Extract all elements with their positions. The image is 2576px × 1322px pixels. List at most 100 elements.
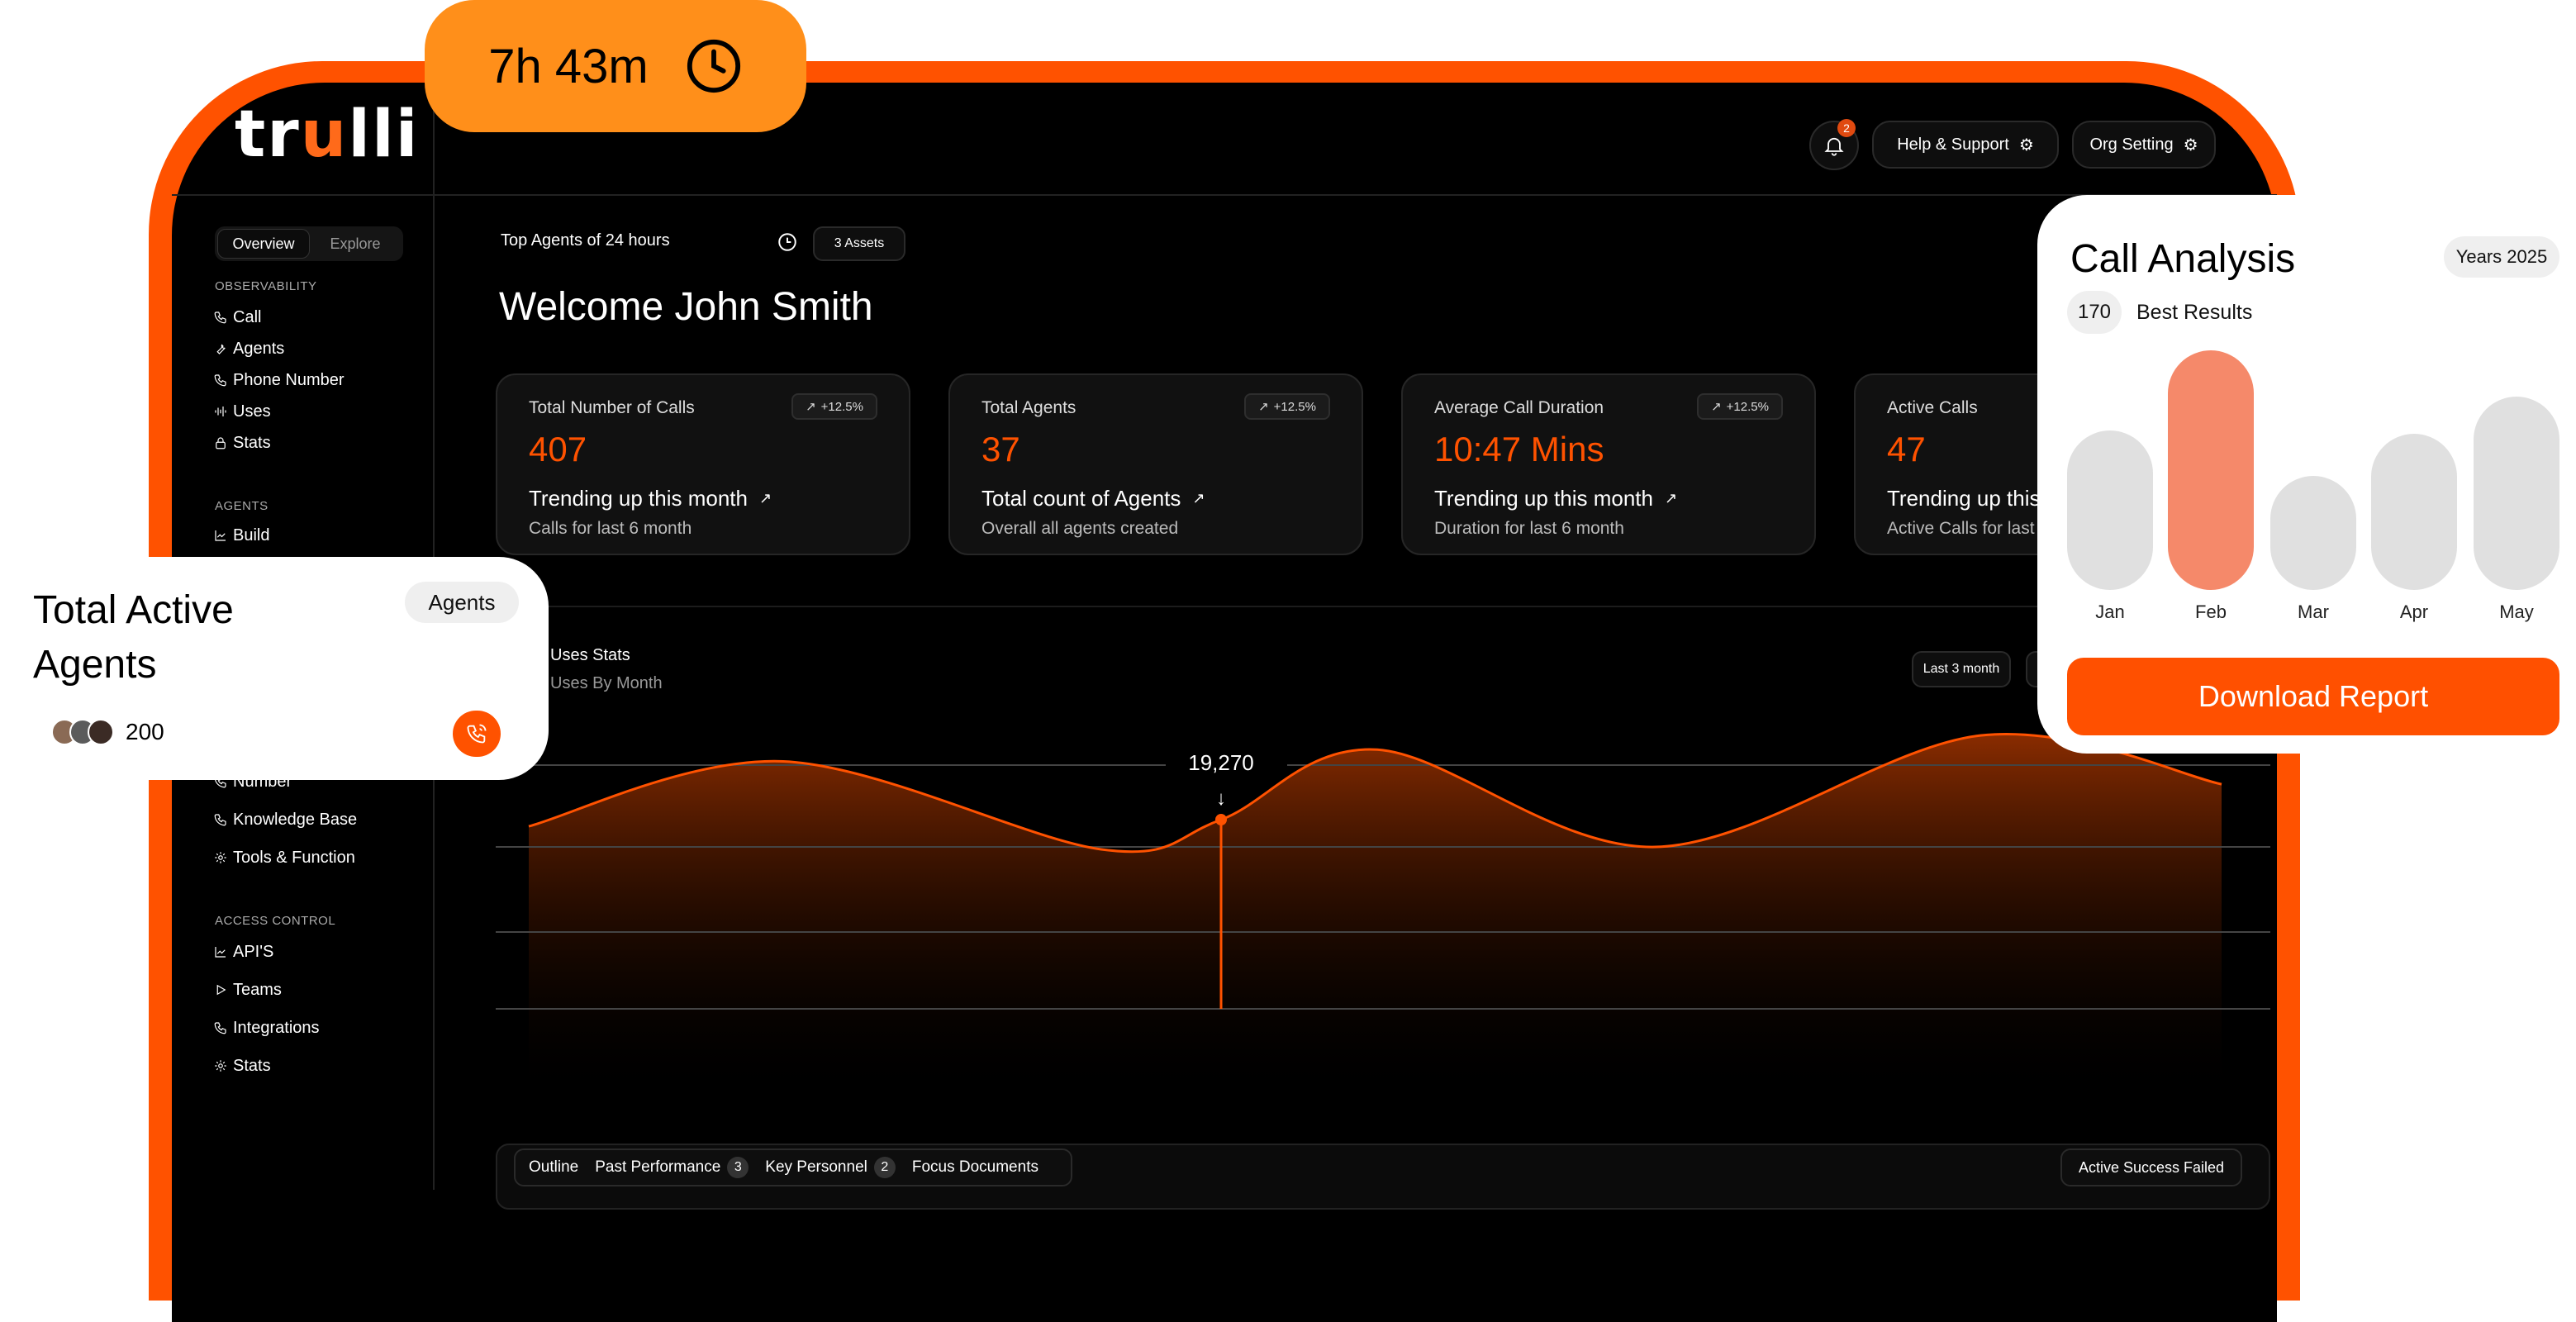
bell-icon <box>1824 137 1844 156</box>
bar-label: Mar <box>2298 602 2329 622</box>
phone-call-icon <box>467 724 487 744</box>
trulli-logo: trulli <box>235 97 420 172</box>
tab-explore[interactable]: Explore <box>330 235 381 252</box>
trend-label: Trending up this month <box>529 486 748 511</box>
sidebar-item-teams[interactable]: Teams <box>213 977 282 1002</box>
sidebar-item-phone-number[interactable]: Phone Number <box>213 368 345 392</box>
timer-value: 7h 43m <box>488 39 649 93</box>
tab-overview[interactable]: Overview <box>217 229 310 259</box>
top-agents-label: Top Agents of 24 hours <box>501 231 670 250</box>
bar-apr[interactable] <box>2371 433 2457 590</box>
phone-icon <box>214 311 226 324</box>
help-support-button[interactable]: Help & Support ⚙ <box>1872 121 2059 169</box>
stat-value: 10:47 Mins <box>1434 430 1604 468</box>
title-line-2: Agents <box>33 643 157 687</box>
bar-mar[interactable] <box>2270 475 2356 590</box>
arrow-up-right-icon: ↗ <box>1258 400 1269 414</box>
card-title: Total Active Agents <box>33 583 234 692</box>
agent-count: 200 <box>126 719 164 744</box>
arrow-up-right-icon: ↗ <box>806 400 816 414</box>
tab-count: 2 <box>873 1157 896 1178</box>
tab-focus-documents[interactable]: Focus Documents <box>912 1158 1038 1177</box>
highlight-label: 19,270 <box>1188 750 1254 775</box>
chart-icon <box>215 530 226 541</box>
change-badge: ↗ +12.5% <box>791 393 877 420</box>
stat-card: Total Agents ↗ +12.5% 37 Total count of A… <box>948 373 1363 555</box>
sidebar-item-label: Build <box>233 525 270 544</box>
sidebar-item-label: Teams <box>233 980 282 999</box>
sidebar-item-tools-function[interactable]: Tools & Function <box>213 845 355 870</box>
nav-section-title: OBSERVABILITY <box>215 279 317 293</box>
range-select[interactable]: Last 3 month <box>1912 651 2011 687</box>
section-divider <box>496 606 2272 607</box>
trend-text: Total count of Agents ↗ <box>981 486 1205 511</box>
trend-label: Total count of Agents <box>981 486 1181 511</box>
phone-icon <box>214 1022 226 1034</box>
clock-icon <box>687 39 740 93</box>
title-line-1: Total Active <box>33 588 234 632</box>
change-badge: ↗ +12.5% <box>1697 393 1783 420</box>
sidebar-item-stats[interactable]: Stats <box>213 1053 271 1078</box>
highlight-point[interactable] <box>1215 814 1227 825</box>
change-value: +12.5% <box>1726 399 1769 414</box>
tab-past-performance[interactable]: Past Performance 3 <box>595 1157 749 1178</box>
sidebar-item-agents[interactable]: Agents <box>213 336 284 361</box>
stat-value: 37 <box>981 430 1020 468</box>
sidebar-item-label: Integrations <box>233 1018 320 1037</box>
status-filter-button[interactable]: Active Success Failed <box>2060 1148 2242 1186</box>
sidebar-item-uses[interactable]: Uses <box>213 399 271 424</box>
uses-area-chart: 19,270 ↓ <box>496 733 2270 1099</box>
org-setting-button[interactable]: Org Setting ⚙ <box>2072 121 2216 169</box>
gear-icon <box>215 1060 226 1072</box>
arrow-up-right-icon: ↗ <box>1664 490 1678 506</box>
sidebar-item-build[interactable]: Build <box>213 523 269 548</box>
notifications-button[interactable] <box>1809 121 1859 170</box>
sidebar-item-api-s[interactable]: API'S <box>213 939 273 964</box>
sidebar-item-stats[interactable]: Stats <box>213 430 271 455</box>
download-report-button[interactable]: Download Report <box>2067 658 2559 735</box>
notification-count: 2 <box>1837 119 1856 137</box>
agents-tag: Agents <box>405 582 519 623</box>
bar-label: Jan <box>2095 602 2125 622</box>
help-label: Help & Support <box>1897 135 2009 154</box>
nav-section-title: ACCESS CONTROL <box>215 914 336 928</box>
tab-key-personnel[interactable]: Key Personnel 2 <box>765 1157 896 1178</box>
arrow-up-right-icon: ↗ <box>1711 400 1722 414</box>
gear-icon: ⚙ <box>2183 136 2198 155</box>
best-results-label: Best Results <box>2136 301 2253 324</box>
stat-card: Average Call Duration ↗ +12.5% 10:47 Mins… <box>1401 373 1816 555</box>
document-tabs: Outline Past Performance 3 Key Personnel 2 Fo… <box>514 1148 1072 1186</box>
clock-icon[interactable] <box>777 231 798 253</box>
sidebar-item-label: Stats <box>233 1056 271 1075</box>
total-active-agents-card: Total Active Agents Agents 200 <box>0 557 549 780</box>
org-label: Org Setting <box>2089 135 2174 154</box>
bar-may[interactable] <box>2474 397 2559 590</box>
arrow-up-right-icon: ↗ <box>758 490 772 506</box>
bar-jan[interactable] <box>2067 430 2153 590</box>
bar-feb[interactable] <box>2168 350 2254 590</box>
uses-stats-title: Uses Stats <box>550 646 630 664</box>
change-value: +12.5% <box>1273 399 1316 414</box>
nav-section-title: AGENTS <box>215 499 269 513</box>
tab-outline[interactable]: Outline <box>529 1158 578 1177</box>
change-badge: ↗ +12.5% <box>1244 393 1330 420</box>
lock-icon <box>216 437 226 449</box>
arrow-up-right-icon: ↗ <box>1192 490 1205 506</box>
gear-icon: ⚙ <box>2018 136 2034 155</box>
phone-icon <box>214 814 226 826</box>
play-icon <box>216 984 226 996</box>
card-title: Call Analysis <box>2070 237 2296 281</box>
arrow-down-icon: ↓ <box>1216 787 1226 810</box>
stat-value: 407 <box>529 430 587 468</box>
call-button[interactable] <box>453 711 501 757</box>
year-select[interactable]: Years 2025 <box>2444 236 2559 278</box>
stat-label: Active Calls <box>1887 398 1978 417</box>
assets-button[interactable]: 3 Assets <box>813 226 905 261</box>
sidebar-item-label: API'S <box>233 942 274 961</box>
best-count: 170 <box>2067 291 2122 334</box>
sidebar-item-integrations[interactable]: Integrations <box>213 1015 320 1040</box>
sidebar-item-knowledge-base[interactable]: Knowledge Base <box>213 807 357 832</box>
sidebar-item-label: Phone Number <box>233 370 345 389</box>
tab-label: Key Personnel <box>765 1158 867 1176</box>
sidebar-item-call[interactable]: Call <box>213 305 261 330</box>
